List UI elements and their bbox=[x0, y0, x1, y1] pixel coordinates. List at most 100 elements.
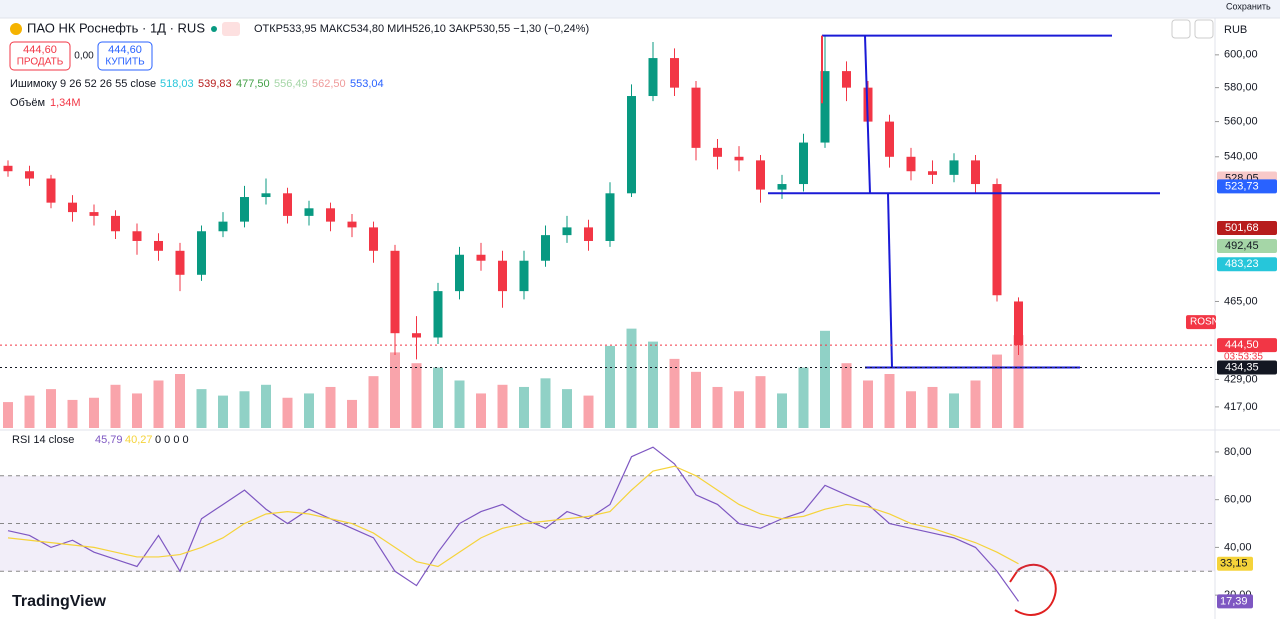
y-tick-label: 417,00 bbox=[1224, 401, 1258, 413]
candle-body bbox=[261, 193, 271, 198]
volume-bar bbox=[648, 341, 658, 428]
ichimoku-value: 477,50 bbox=[236, 78, 270, 90]
candle-body bbox=[283, 193, 292, 216]
candle-body bbox=[412, 333, 421, 338]
candle-body bbox=[992, 184, 1002, 296]
value-tag bbox=[1217, 556, 1253, 571]
volume-legend: Объём bbox=[10, 97, 45, 109]
volume-bar bbox=[368, 376, 379, 428]
ichimoku-value: 562,50 bbox=[312, 78, 346, 90]
ichimoku-value: 518,03 bbox=[160, 78, 194, 90]
volume-bar bbox=[734, 391, 744, 428]
ticker: ROSN bbox=[1190, 317, 1219, 328]
price-tag bbox=[1217, 257, 1277, 272]
volume-bar bbox=[390, 352, 400, 428]
volume-bar bbox=[132, 393, 142, 428]
y-tick-label: 465,00 bbox=[1224, 295, 1258, 307]
drawn-vertical bbox=[864, 35, 871, 194]
y-tick-label: 600,00 bbox=[1224, 49, 1258, 61]
volume-bar bbox=[476, 393, 486, 428]
volume-bar bbox=[712, 386, 723, 428]
volume-bar bbox=[691, 371, 701, 428]
candle-body bbox=[25, 171, 34, 179]
drawn-vertical bbox=[887, 193, 893, 368]
value-tag bbox=[1217, 594, 1253, 609]
sell-label: ПРОДАТЬ bbox=[17, 57, 64, 68]
buy-label: КУПИТЬ bbox=[105, 57, 145, 68]
volume-bar bbox=[970, 380, 981, 428]
value-tag-label: 33,15 bbox=[1220, 558, 1248, 570]
volume-bar bbox=[841, 363, 852, 428]
button[interactable] bbox=[1171, 19, 1191, 39]
price-tag-label: 492,45 bbox=[1225, 240, 1259, 252]
candle-body bbox=[1014, 301, 1023, 346]
candle-body bbox=[777, 184, 787, 190]
volume-bar bbox=[89, 397, 99, 428]
ichimoku-value: 553,04 bbox=[350, 78, 384, 90]
volume-bar bbox=[562, 389, 572, 428]
volume-bar bbox=[626, 328, 637, 428]
candle-body bbox=[433, 291, 443, 338]
series-line bbox=[7, 465, 1019, 568]
sell-price: 444,60 bbox=[23, 44, 57, 56]
y-tick-label: 40,00 bbox=[1224, 541, 1252, 553]
candle-body bbox=[498, 260, 507, 292]
y-tick-label: 560,00 bbox=[1224, 116, 1258, 128]
hand-drawn-circle bbox=[1009, 563, 1057, 616]
candle-body bbox=[304, 208, 314, 216]
button[interactable] bbox=[1194, 19, 1214, 39]
price-tag-label: 483,23 bbox=[1225, 258, 1259, 270]
volume-bar bbox=[820, 330, 830, 428]
top-toolbar bbox=[0, 0, 1280, 18]
candle-body bbox=[347, 221, 357, 228]
volume-bar bbox=[67, 399, 78, 428]
price-tag-label: 523,73 bbox=[1225, 180, 1259, 192]
price-tag-label: 501,68 bbox=[1225, 222, 1259, 234]
price-tag bbox=[1217, 221, 1277, 236]
volume-bar bbox=[153, 380, 164, 428]
volume-bar bbox=[540, 378, 551, 428]
volume-bar bbox=[454, 380, 465, 428]
ichimoku-value: 556,49 bbox=[274, 78, 308, 90]
sell-button[interactable] bbox=[9, 41, 71, 71]
series-line bbox=[7, 446, 1019, 602]
volume-bar bbox=[218, 395, 228, 428]
candle-body bbox=[842, 71, 851, 88]
candle-body bbox=[756, 160, 765, 190]
legend-value: 40,27 bbox=[125, 434, 153, 446]
y-tick-label: 60,00 bbox=[1224, 494, 1252, 506]
volume-bar bbox=[411, 363, 422, 428]
volume-bar bbox=[583, 395, 594, 428]
volume-bar bbox=[110, 384, 121, 428]
candle-body bbox=[541, 235, 550, 261]
buy-button[interactable] bbox=[97, 41, 153, 71]
candle-body bbox=[906, 156, 916, 172]
symbol: ПАО НК Роснефть · 1Д · RUS bbox=[27, 20, 205, 35]
volume-bar bbox=[239, 391, 250, 428]
volume-bar bbox=[927, 386, 938, 428]
volume-bar bbox=[884, 374, 895, 428]
candle-body bbox=[46, 178, 56, 203]
y-tick-label: 540,00 bbox=[1224, 151, 1258, 163]
volume-bar bbox=[347, 399, 357, 428]
price-tag bbox=[1217, 360, 1277, 375]
status bbox=[211, 26, 217, 32]
candle-body bbox=[240, 197, 249, 222]
candle-body bbox=[455, 254, 464, 292]
candle-body bbox=[89, 212, 99, 216]
candle-body bbox=[369, 227, 378, 251]
candle-body bbox=[519, 260, 529, 292]
price-tag bbox=[1217, 179, 1277, 194]
candle-body bbox=[799, 142, 808, 185]
candle-body bbox=[218, 221, 228, 232]
price-tag-label: 434,35 bbox=[1225, 361, 1259, 373]
candle-body bbox=[132, 231, 142, 241]
volume-bar bbox=[433, 367, 443, 428]
y-tick-label: 429,00 bbox=[1224, 373, 1258, 385]
ohlc: ОТКР533,95 МАКС534,80 МИН526,10 ЗАКР530,… bbox=[254, 23, 589, 35]
currency[interactable]: RUB bbox=[1224, 24, 1247, 36]
candle-body bbox=[928, 171, 937, 175]
volume-bar bbox=[519, 386, 529, 428]
save[interactable]: Сохранить bbox=[1226, 1, 1271, 11]
